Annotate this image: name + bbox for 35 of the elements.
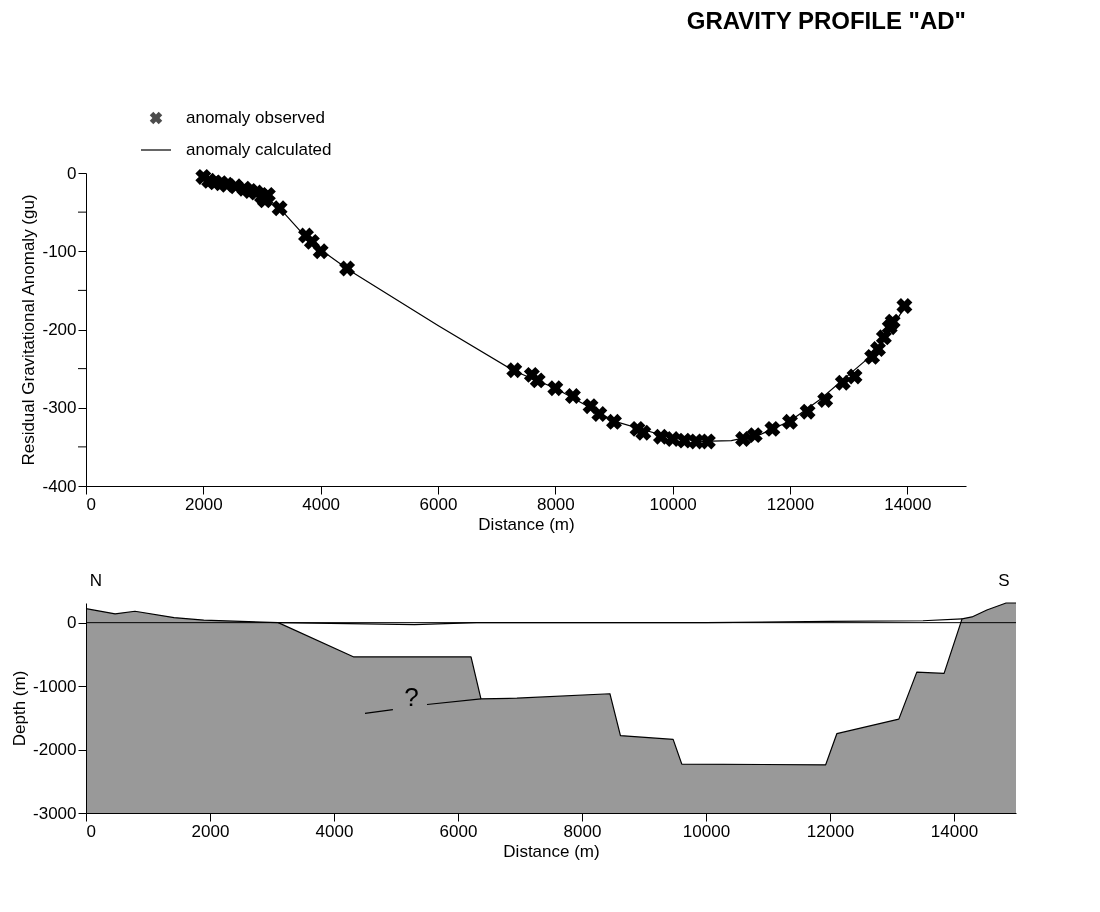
x-tick-label: 4000 [302,494,341,514]
x-tick-label: 12000 [806,821,855,841]
y-tick-label: -300 [42,398,77,418]
x-tick-label: 0 [86,821,96,841]
x-axis-title: Distance (m) [503,841,600,861]
x-tick-label: 0 [86,494,96,514]
y-tick-label: -1000 [33,676,77,696]
y-axis-title: Depth (m) [10,670,30,747]
y-tick-label: -3000 [33,803,77,823]
y-tick-label: -2000 [33,740,77,760]
x-tick-label: 2000 [184,494,223,514]
x-tick-label: 4000 [315,821,354,841]
y-axis-title: Residual Gravitational Anomaly (gu) [19,194,39,466]
chart-title: GRAVITY PROFILE "AD" [686,7,966,34]
y-tick-label: -400 [42,476,77,496]
annotation: ? [404,681,419,712]
y-tick-label: 0 [67,163,77,183]
x-tick-label: 6000 [419,494,458,514]
x-tick-label: 14000 [930,821,979,841]
x-tick-label: 10000 [649,494,697,514]
x-tick-label: 12000 [766,494,815,514]
text: S [998,571,1010,590]
x-tick-label: 6000 [439,821,478,841]
text: N [89,571,103,590]
x-tick-label: 14000 [884,494,932,514]
x-tick-label: 8000 [536,494,575,514]
y-tick-label: -200 [42,320,77,339]
y-tick-label: 0 [67,613,77,633]
y-tick-label: -100 [42,241,77,261]
x-tick-label: 2000 [191,821,230,841]
x-tick-label: 8000 [563,821,602,841]
x-axis-title: Distance (m) [478,514,575,534]
legend-label: anomaly observed [186,108,325,127]
x-tick-label: 10000 [682,821,731,841]
legend-label: anomaly calculated [186,140,332,159]
